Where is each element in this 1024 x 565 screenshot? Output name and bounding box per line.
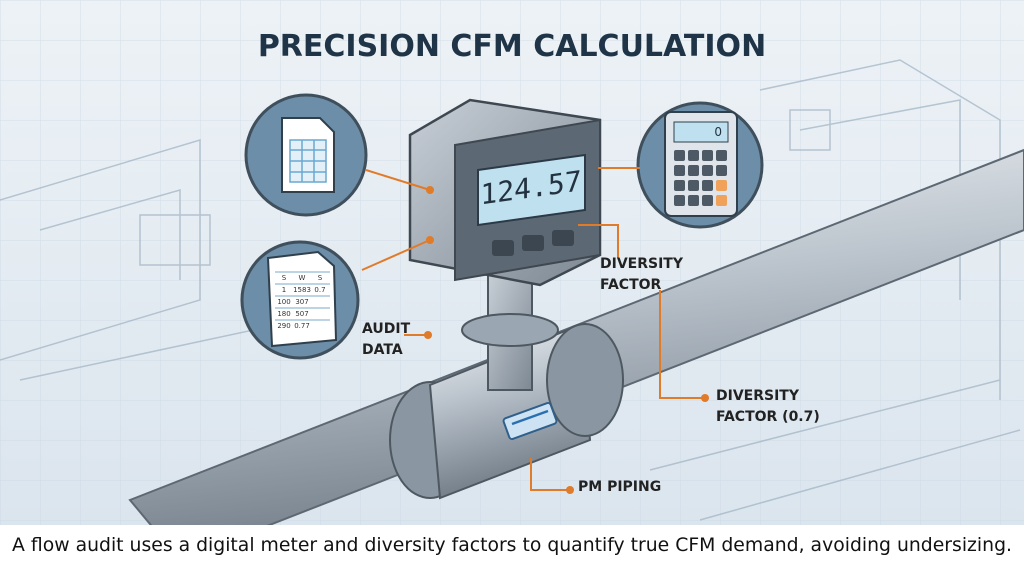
key [716, 180, 727, 191]
key [674, 150, 685, 161]
key [716, 150, 727, 161]
sheet-cell: 0.77 [294, 322, 310, 330]
callout-dots [424, 186, 709, 494]
key [674, 180, 685, 191]
callout-lines [361, 167, 705, 491]
key [702, 180, 713, 191]
callout-label: FACTOR [600, 277, 662, 293]
callout-label: DIVERSITY [600, 256, 684, 272]
sheet-cell: 180 [277, 310, 290, 318]
sheet-cell: 1 [282, 286, 286, 294]
sheet-cell: 1583 [293, 286, 311, 294]
sheet-cell: 290 [277, 322, 290, 330]
sheet-cell: 307 [295, 298, 308, 306]
sheet-cell: S [282, 274, 287, 282]
callout-label: DATA [362, 342, 403, 358]
key [674, 165, 685, 176]
stem-flange [461, 313, 559, 347]
flow-arrow [511, 409, 549, 426]
flange [546, 323, 624, 437]
sheet-cell: 507 [295, 310, 308, 318]
sheet-cell: 100 [277, 298, 290, 306]
key [702, 150, 713, 161]
callouts: DIVERSITY FACTOR AUDIT DATA DIVERSITY FACTOR … [362, 256, 820, 495]
key [702, 165, 713, 176]
spreadsheet-icon [266, 250, 338, 348]
key [674, 195, 685, 206]
key [688, 180, 699, 191]
sheet-cell: 0.7 [314, 286, 325, 294]
sheet-cell: S [318, 274, 323, 282]
lcd [477, 153, 586, 227]
sheet-grid [289, 139, 327, 183]
key [716, 165, 727, 176]
callout-label: AUDIT [362, 321, 411, 337]
callout-label: PM PIPING [578, 479, 661, 495]
key [716, 195, 727, 206]
key [688, 165, 699, 176]
button [492, 240, 514, 256]
title: PRECISION CFM CALCULATION [258, 29, 766, 64]
button [552, 230, 574, 246]
calculator-screen [673, 121, 729, 143]
key [688, 195, 699, 206]
callout-label: DIVERSITY [716, 388, 800, 404]
caption-band [0, 525, 1024, 565]
calculator-reading: 0 [714, 125, 722, 139]
key [702, 195, 713, 206]
spreadsheet: S W S 1 1583 0.7 100 307 180 507 290 0.77 [275, 271, 330, 330]
button [522, 235, 544, 251]
sheet-cell: W [299, 274, 306, 282]
calculator-keys [674, 150, 727, 206]
key [688, 150, 699, 161]
caption: A flow audit uses a digital meter and di… [12, 534, 1012, 556]
callout-label: FACTOR (0.7) [716, 409, 820, 425]
